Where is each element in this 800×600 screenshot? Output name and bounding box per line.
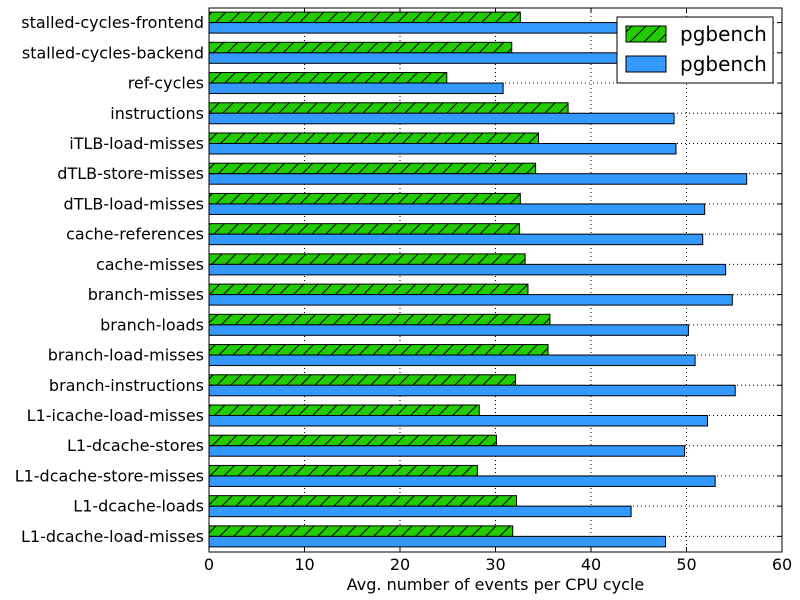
legend-swatch-hatch xyxy=(626,26,666,42)
bar-series-1-hatch xyxy=(209,495,517,507)
bar-series-2 xyxy=(208,445,686,457)
grid xyxy=(209,8,782,552)
bar-series-1-hatch xyxy=(209,435,497,446)
bar-series-2 xyxy=(208,354,696,367)
y-tick-label: cache-misses xyxy=(96,255,204,274)
bar-series-2 xyxy=(208,112,675,125)
y-tick-label: L1-dcache-loads xyxy=(73,497,204,516)
bar-series-1-hatch xyxy=(209,314,550,325)
bar-series-2 xyxy=(208,535,666,548)
y-tick-label: dTLB-load-misses xyxy=(64,194,204,213)
y-tick-label: iTLB-load-misses xyxy=(69,134,204,153)
y-tick-label: branch-instructions xyxy=(49,376,204,395)
legend-label-series-1: pgbench xyxy=(680,22,767,46)
bar-series-1-hatch xyxy=(209,102,569,114)
y-tick-label: branch-misses xyxy=(88,285,204,304)
x-tick-label: 50 xyxy=(676,555,696,574)
y-tick-label: instructions xyxy=(110,104,204,123)
bar-series-1-hatch xyxy=(209,284,528,295)
legend-label-series-2: pgbench xyxy=(680,52,767,76)
x-axis: 0 10 20 30 40 50 60 xyxy=(204,8,792,574)
y-tick-label: L1-dcache-load-misses xyxy=(21,527,204,546)
bar-series-1-hatch xyxy=(209,344,549,356)
bars xyxy=(208,11,764,548)
bar-series-1-hatch xyxy=(209,12,521,23)
bar-series-1-hatch xyxy=(209,223,520,235)
x-tick-label: 0 xyxy=(204,555,214,574)
bar-series-1-hatch xyxy=(209,42,512,53)
bar-series-1-hatch xyxy=(209,72,447,84)
bar-series-1-hatch xyxy=(209,163,536,174)
y-tick-label: dTLB-store-misses xyxy=(57,164,204,183)
bar-series-1-hatch xyxy=(209,404,480,416)
bar-series-2 xyxy=(208,263,727,276)
x-axis-title: Avg. number of events per CPU cycle xyxy=(347,575,644,594)
y-tick-label: L1-dcache-store-misses xyxy=(15,466,204,485)
bar-series-1-hatch xyxy=(209,253,526,265)
bar-series-2 xyxy=(208,203,706,215)
bar-series-2 xyxy=(208,173,748,185)
bar-series-2 xyxy=(208,384,736,397)
y-tick-label: branch-loads xyxy=(100,315,204,334)
bar-series-2 xyxy=(208,324,689,336)
y-tick-label: ref-cycles xyxy=(128,74,204,93)
bar-series-2 xyxy=(208,414,709,427)
bar-series-2 xyxy=(208,505,632,518)
bar-series-2 xyxy=(208,82,504,95)
y-tick-label: stalled-cycles-frontend xyxy=(21,13,204,32)
bar-series-2 xyxy=(208,233,704,246)
y-tick-label: cache-references xyxy=(66,225,204,244)
bar-series-2 xyxy=(208,475,716,487)
x-tick-label: 40 xyxy=(581,555,601,574)
x-tick-label: 20 xyxy=(390,555,410,574)
x-tick-label: 30 xyxy=(485,555,505,574)
bar-series-1-hatch xyxy=(209,193,521,204)
y-tick-label: branch-load-misses xyxy=(48,346,204,365)
bar-series-1-hatch xyxy=(209,525,513,537)
y-axis: stalled-cycles-frontend stalled-cycles-ba… xyxy=(15,13,782,546)
bar-series-1-hatch xyxy=(209,132,539,144)
y-tick-label: stalled-cycles-backend xyxy=(22,43,204,62)
y-tick-label: L1-icache-load-misses xyxy=(27,406,204,425)
y-tick-label: L1-dcache-stores xyxy=(67,436,204,455)
bar-series-1-hatch xyxy=(209,465,478,476)
legend: pgbench pgbench xyxy=(616,16,774,84)
x-tick-label: 60 xyxy=(772,555,792,574)
bar-series-2 xyxy=(208,142,677,155)
bar-series-2 xyxy=(208,294,733,306)
x-tick-label: 10 xyxy=(294,555,314,574)
legend-swatch-blue xyxy=(625,55,667,73)
bar-series-1-hatch xyxy=(209,374,516,386)
